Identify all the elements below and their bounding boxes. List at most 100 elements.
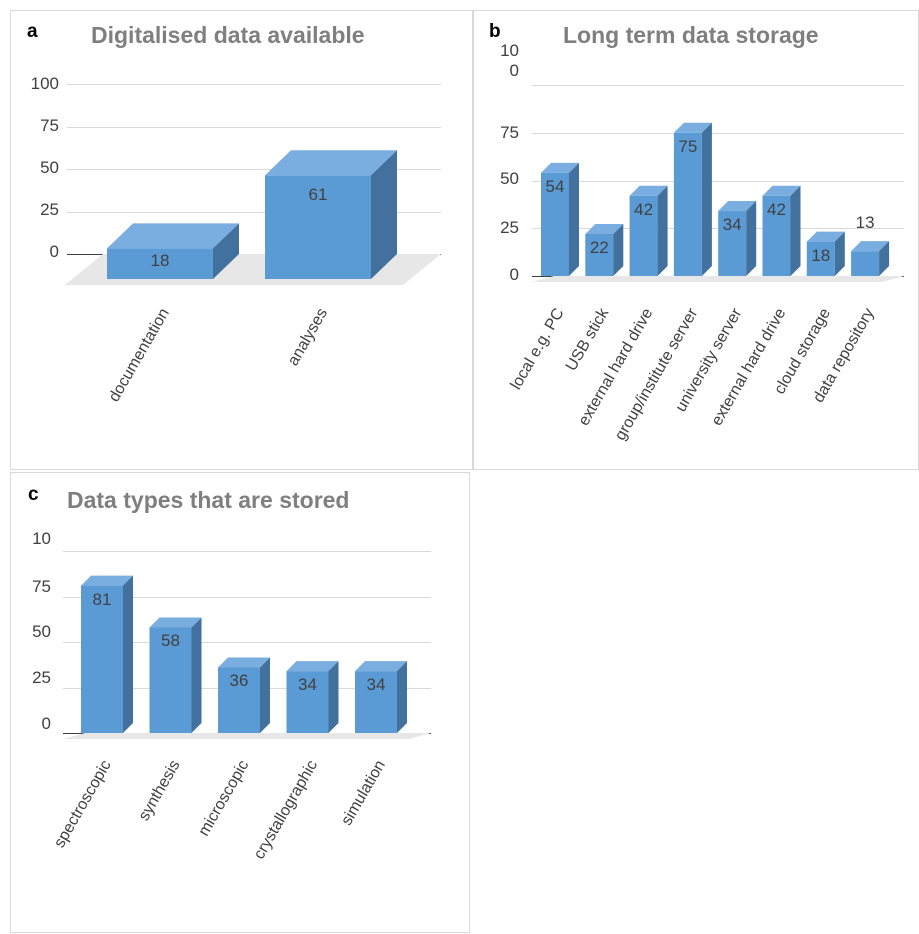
gridline	[67, 126, 441, 128]
data-label: 34	[366, 675, 386, 695]
data-label: 36	[229, 671, 249, 691]
panel-b: b Long term data storage 10 0 75 50 25 0 54 lo…	[473, 10, 919, 470]
bar-front	[355, 671, 397, 733]
y-tick-label: 10	[32, 529, 51, 548]
bar-top	[718, 201, 757, 212]
bar-top	[762, 185, 801, 196]
y-tick-label: 100	[30, 74, 59, 93]
gridline	[532, 180, 904, 182]
gridline	[532, 132, 904, 134]
gridline	[67, 169, 441, 170]
bar-chart-svg	[63, 575, 431, 739]
bar-side	[790, 185, 801, 276]
bar-front	[585, 233, 614, 276]
bar-side	[834, 231, 845, 276]
data-label: 81	[92, 589, 112, 609]
bar	[629, 185, 668, 276]
chart-floor	[532, 276, 904, 282]
bar-front	[851, 251, 880, 276]
bar-top	[851, 241, 890, 252]
bar-top	[629, 185, 668, 196]
bar	[541, 162, 579, 276]
y-tick-label: 50	[40, 158, 59, 177]
bar	[265, 150, 397, 279]
bar-front	[218, 667, 260, 733]
y-tick-label: 50	[32, 622, 51, 641]
gridline	[532, 85, 904, 86]
y-tick-label: 50	[500, 169, 519, 188]
bar-top	[585, 223, 624, 234]
bar-top	[81, 575, 133, 586]
bar-top	[149, 617, 202, 628]
bar	[762, 185, 801, 276]
bar	[806, 231, 845, 276]
gridline	[63, 642, 431, 643]
y-tick-label: 0	[509, 265, 519, 284]
bar-side	[371, 150, 397, 279]
bar-front	[673, 132, 702, 276]
bar	[355, 661, 407, 733]
y-tick-label: 25	[40, 200, 59, 219]
data-label: 34	[298, 675, 317, 695]
bar-top	[286, 661, 339, 672]
y-tick-label: 75	[40, 116, 59, 135]
bar-front	[149, 627, 192, 733]
bar-front	[81, 585, 123, 733]
y-tick-label: 10 0	[500, 41, 519, 80]
panel-letter: a	[27, 21, 38, 42]
bar	[585, 223, 624, 276]
bar	[286, 661, 339, 733]
bar-front	[286, 671, 329, 733]
y-tick-label: 25	[32, 668, 51, 687]
chart-floor	[63, 733, 431, 739]
bar-side	[328, 661, 339, 733]
bar-side	[260, 657, 270, 733]
data-label: 61	[308, 185, 328, 205]
bar-side	[123, 575, 133, 733]
bar-side	[701, 122, 712, 276]
bar-side	[397, 661, 407, 733]
bar-top	[806, 231, 845, 242]
gridline	[67, 84, 441, 85]
y-tick-label: 75	[500, 123, 519, 142]
bar-top	[265, 150, 397, 176]
panel-letter: b	[489, 21, 501, 42]
bar-front	[265, 175, 371, 279]
panel-letter: c	[28, 484, 39, 505]
bar-front	[718, 211, 747, 276]
data-label: 22	[589, 237, 609, 257]
bar-front	[107, 248, 213, 279]
data-label: 13	[855, 213, 875, 233]
bar-top	[673, 122, 712, 133]
data-label: 42	[767, 199, 786, 219]
chart-title: Long term data storage	[563, 22, 819, 48]
bar	[149, 617, 202, 733]
panel-a: a Digitalised data available 100 75 50 25 0 1…	[10, 10, 473, 470]
gridline	[63, 596, 431, 598]
data-label: 42	[634, 199, 654, 219]
bar-front	[629, 195, 658, 276]
bar-top	[355, 661, 407, 672]
gridline	[67, 211, 441, 213]
bar-top	[541, 162, 579, 173]
bar-side	[879, 241, 890, 276]
data-label: 34	[722, 215, 742, 235]
y-tick-label: 0	[41, 714, 51, 733]
chart-title: Digitalised data available	[91, 22, 365, 48]
bar-side	[213, 223, 239, 279]
data-label: 75	[678, 136, 698, 156]
chart-title: Data types that are stored	[67, 487, 350, 513]
bar-top	[218, 657, 270, 668]
data-label: 58	[161, 631, 180, 651]
bar	[718, 201, 757, 276]
bar-chart-svg	[65, 150, 441, 285]
y-tick-label: 25	[500, 218, 519, 237]
gridline	[63, 551, 431, 552]
panel-c: c Data types that are stored 10 75 50 25 0 81…	[10, 472, 470, 933]
data-label: 18	[150, 251, 170, 270]
data-label: 54	[545, 176, 565, 196]
bar-top	[107, 223, 239, 249]
bar	[851, 241, 890, 276]
bar	[673, 122, 712, 276]
bar-side	[569, 162, 579, 276]
